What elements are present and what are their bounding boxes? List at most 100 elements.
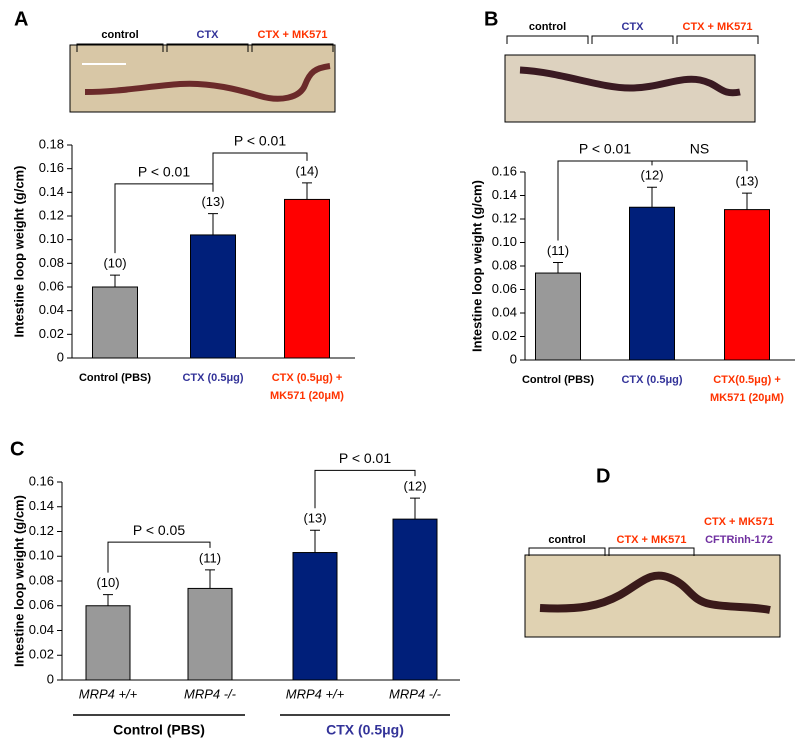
significance-bracket [107,541,211,573]
y-tick-label: 0.14 [492,187,517,202]
photo-label: CTX + MK571 [704,516,774,528]
y-tick-label: 0.12 [39,207,64,222]
n-label: (13) [303,511,326,526]
bar [92,286,138,359]
n-label: (12) [403,479,426,494]
y-tick-label: 0.04 [39,302,64,317]
y-tick-label: 0.06 [39,278,64,293]
n-label: (12) [640,168,663,183]
photo-label: control [101,29,138,41]
y-tick-label: 0.16 [29,473,54,488]
x-tick-label: MRP4 -/- [389,686,442,701]
x-tick-label: MRP4 +/+ [286,686,345,701]
x-tick-label: Control (PBS) [79,372,151,384]
bar [724,209,770,361]
n-label: (11) [199,550,221,565]
y-tick-label: 0.08 [39,255,64,270]
photo-bracket [76,43,164,52]
y-axis-label: Intestine loop weight (g/cm) [11,166,26,338]
photo-label: control [548,534,585,546]
n-label: (10) [103,256,126,271]
n-label: (11) [547,243,569,258]
y-tick-label: 0.16 [39,160,64,175]
n-label: (10) [96,575,119,590]
error-bar [647,186,657,208]
photo-label: CTX + MK571 [617,534,687,546]
significance-label: P < 0.01 [234,133,287,149]
error-bar [302,182,312,200]
bar [535,272,581,361]
y-tick-label: 0.08 [29,572,54,587]
photo [504,54,756,123]
x-tick-label: CTX(0.5μg) + [713,374,781,386]
y-tick-label: 0.18 [39,136,64,151]
bar [190,234,236,359]
significance-label: P < 0.05 [133,522,186,538]
significance-bracket [314,469,416,509]
x-tick-label: MK571 (20μM) [270,390,344,402]
x-tick-label: MRP4 -/- [184,686,237,701]
panel-letter: C [10,438,24,460]
y-tick-label: 0.02 [29,647,54,662]
y-tick-label: 0 [510,351,517,366]
photo [69,44,336,113]
photo-bracket [591,35,674,44]
photo-label: CTX [622,21,645,33]
error-bar [553,261,563,274]
y-tick-label: 0.16 [492,163,517,178]
n-label: (13) [201,194,224,209]
y-tick-label: 0 [57,349,64,364]
x-tick-label: CTX (0.5μg) [182,372,243,384]
bar [392,518,438,681]
x-tick-label: CTX (0.5μg) [621,374,682,386]
significance-label: P < 0.01 [138,164,191,180]
error-bar [103,594,113,606]
y-tick-label: 0.06 [492,281,517,296]
photo-bracket [166,43,249,52]
y-tick-label: 0.02 [39,326,64,341]
y-tick-label: 0.08 [492,257,517,272]
y-tick-label: 0.14 [29,498,54,513]
x-tick-label: CTX (0.5μg) + [272,372,343,384]
bar [284,198,330,359]
photo-label: CTX [197,29,220,41]
photo-bracket [528,547,606,556]
y-tick-label: 0.04 [29,622,54,637]
error-bar [742,192,752,210]
error-bar [110,274,120,287]
x-tick-label: MRP4 +/+ [79,686,138,701]
y-axis-label: Intestine loop weight (g/cm) [469,180,484,352]
error-bar [310,529,320,553]
y-tick-label: 0.06 [29,597,54,612]
significance-label: P < 0.01 [339,450,392,466]
y-tick-label: 0.12 [492,210,517,225]
y-tick-label: 0.14 [39,184,64,199]
y-tick-label: 0.02 [492,328,517,343]
photo-label: control [529,21,566,33]
group-label: Control (PBS) [113,722,205,738]
group-label: CTX (0.5μg) [326,722,404,738]
n-label: (13) [735,174,758,189]
photo-bracket [608,547,695,556]
panel-letter: A [14,8,28,30]
panel-letter: B [484,8,498,30]
y-tick-label: 0.12 [29,523,54,538]
photo-label: CFTRinh-172 [705,534,773,546]
error-bar [205,569,215,589]
y-tick-label: 0.04 [492,304,517,319]
y-tick-label: 0.10 [39,231,64,246]
photo-bracket [506,35,589,44]
significance-label: P < 0.01 [579,141,632,157]
x-tick-label: Control (PBS) [522,374,594,386]
bar [292,552,338,681]
photo-label: CTX + MK571 [258,29,328,41]
bar [187,587,233,681]
significance-label: NS [690,141,709,157]
y-tick-label: 0 [47,671,54,686]
error-bar [208,213,218,235]
n-label: (14) [295,163,318,178]
y-tick-label: 0.10 [29,548,54,563]
x-tick-label: MK571 (20μM) [710,392,784,404]
y-axis-label: Intestine loop weight (g/cm) [11,495,26,667]
